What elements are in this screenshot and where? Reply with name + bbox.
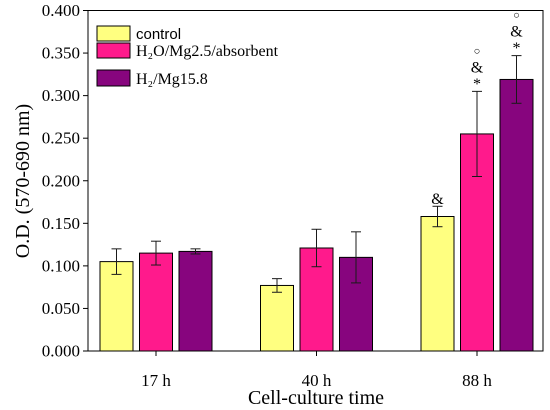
error-bar-control-40-h xyxy=(272,278,282,293)
significance-mark: ○ xyxy=(474,45,481,57)
bar-h2-mg15-8-17-h xyxy=(178,250,213,352)
significance-mark: & xyxy=(471,59,484,76)
legend-item-h2-mg15-8: H₂/Mg15.8 xyxy=(96,69,208,88)
y-tick-label: 0.050 xyxy=(42,299,80,318)
y-tick-label: 0.200 xyxy=(42,171,80,190)
y-tick-label: 0.400 xyxy=(42,1,80,20)
x-tick-label-88-h: 88 h xyxy=(462,371,492,390)
significance-mark: ○ xyxy=(513,10,520,22)
axes-layer: 0.000 0.050 0.100 0.150 0.200 0.250 0.300 0.350… xyxy=(42,1,493,390)
error-bar-h2o-mg2-5-absorbent-88-h xyxy=(472,90,482,177)
bar-control-40-h xyxy=(260,284,294,352)
legend-swatch-h2o-mg2-5-absorbent xyxy=(96,42,131,59)
significance-mark: & xyxy=(431,191,444,208)
legend-swatch-control xyxy=(96,25,131,42)
significance-mark: * xyxy=(513,40,521,57)
y-tick-label: 0.350 xyxy=(42,44,80,63)
legend-label-control: control xyxy=(136,26,181,43)
legend-label-h2o-mg2-5-absorbent: H₂O/Mg2.5/absorbent xyxy=(136,43,279,60)
y-tick-label: 0.250 xyxy=(42,129,80,148)
error-bar-h2-mg15-8-88-h xyxy=(511,55,522,104)
legend-item-control: control xyxy=(96,25,181,43)
y-tick-label: 0.150 xyxy=(42,214,80,233)
error-bars-layer xyxy=(111,55,522,293)
legend-swatch-h2-mg15-8 xyxy=(96,69,131,87)
y-tick-label: 0.100 xyxy=(42,256,80,275)
x-axis-title: Cell-culture time xyxy=(248,387,384,409)
x-tick-label-40-h: 40 h xyxy=(302,371,332,390)
legend: control H₂O/Mg2.5/absorbent H₂/Mg15.8 xyxy=(96,25,279,88)
legend-label-h2-mg15-8: H₂/Mg15.8 xyxy=(136,71,208,88)
x-tick-label-17-h: 17 h xyxy=(141,371,171,390)
significance-mark: & xyxy=(510,24,523,41)
error-bar-h2o-mg2-5-absorbent-40-h xyxy=(311,228,322,268)
error-bar-control-88-h xyxy=(432,205,443,228)
y-tick-label: 0.300 xyxy=(42,86,80,105)
error-bar-h2-mg15-8-40-h xyxy=(351,231,361,284)
bar-h2o-mg2-5-absorbent-17-h xyxy=(139,252,173,352)
significance-mark: * xyxy=(473,76,481,93)
bar-control-17-h xyxy=(99,261,134,352)
bars-layer xyxy=(99,78,534,352)
error-bar-h2-mg15-8-17-h xyxy=(190,248,201,255)
bar-control-88-h xyxy=(420,216,455,352)
legend-item-h2o-mg2-5-absorbent: H₂O/Mg2.5/absorbent xyxy=(96,42,279,60)
bar-h2-mg15-8-88-h xyxy=(499,78,534,352)
error-bar-control-17-h xyxy=(111,248,122,275)
y-axis-title: O.D. (570-690 nm) xyxy=(12,104,34,258)
error-bar-h2o-mg2-5-absorbent-17-h xyxy=(151,240,161,266)
significance-marks-layer: &○&*○&* xyxy=(431,10,523,208)
y-tick-label: 0.000 xyxy=(42,342,80,361)
